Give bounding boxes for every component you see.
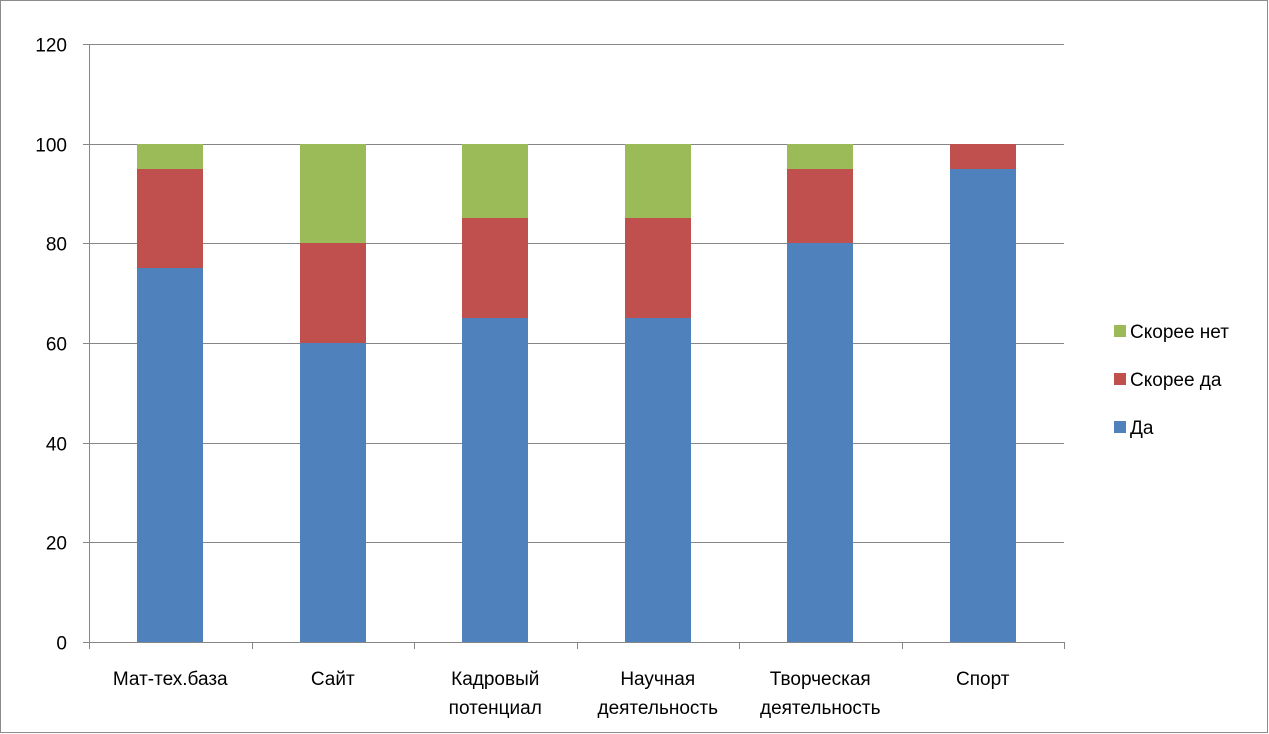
bar-segment [625,318,691,642]
legend-label: Скорее да [1130,370,1222,391]
x-category-label: Сайт [311,669,355,690]
legend-swatch [1114,421,1126,433]
gridlines [89,44,1064,543]
x-category-label: Спорт [956,669,1010,690]
axes [83,44,1065,649]
legend: Скорее нет Скорее да Да [1114,322,1229,439]
y-tick-labels: 0 20 40 60 80 100 120 [35,36,67,655]
bars [137,144,1016,642]
legend-label: Да [1130,418,1154,439]
bar-segment [462,144,528,218]
y-tick-label: 80 [46,235,67,256]
bar-segment [787,169,853,243]
x-category-label: деятельность [760,698,881,719]
bar-segment [787,243,853,642]
x-category-label: Кадровый [451,669,539,690]
y-tick-label: 40 [46,435,67,456]
bar-segment [950,169,1016,642]
y-tick-label: 100 [35,136,67,157]
bar-segment [787,144,853,169]
y-tick-label: 20 [46,534,67,555]
legend-label: Скорее нет [1130,322,1229,343]
y-tick-label: 120 [35,36,67,57]
legend-swatch [1114,373,1126,385]
bar-segment [137,268,203,642]
bar-segment [137,169,203,268]
bar-segment [462,318,528,642]
bar-segment [300,144,366,243]
x-category-label: Творческая [770,669,871,690]
bar-segment [300,243,366,343]
y-tick-label: 60 [46,335,67,356]
bar-segment [950,144,1016,169]
bar-segment [625,144,691,218]
bar-segment [300,343,366,642]
y-tick-label: 0 [56,634,67,655]
x-category-label: деятельность [597,698,718,719]
x-category-label: Научная [620,669,695,690]
bar-segment [625,218,691,318]
bar-segment [137,144,203,169]
bar-segment [462,218,528,318]
x-category-label: потенциал [449,698,542,719]
legend-swatch [1114,325,1126,337]
x-category-labels: Мат-тех.база Сайт Кадровый потенциал Научная… [113,669,1010,719]
x-category-label: Мат-тех.база [113,669,228,690]
